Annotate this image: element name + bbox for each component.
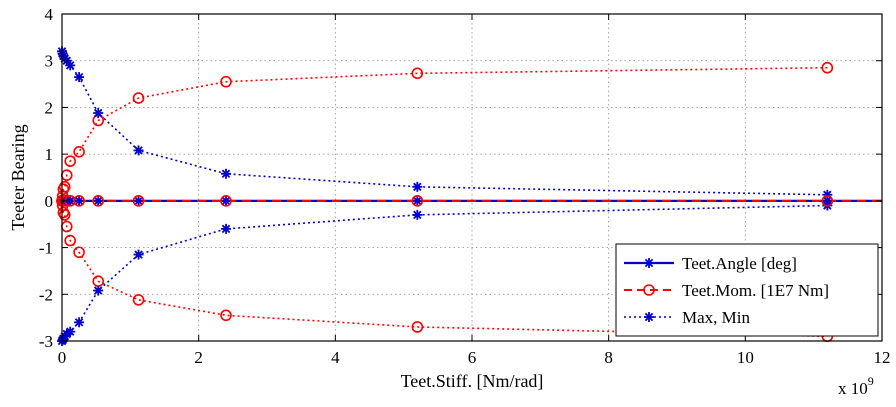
x-axis-label: Teet.Stiff. [Nm/rad] — [401, 371, 544, 391]
y-tick-label: 0 — [45, 192, 54, 211]
x-tick-label: 4 — [331, 348, 340, 367]
teet-mom-upper-marker — [411, 67, 424, 80]
legend-label: Teet.Angle [deg] — [682, 254, 797, 273]
teet-mom-lower-marker — [220, 309, 232, 322]
teet-mom-lower-line — [61, 200, 828, 338]
y-tick-label: 1 — [45, 145, 54, 164]
x-axis-multiplier-exponent: 9 — [868, 374, 874, 388]
min-marker — [74, 317, 85, 328]
x-axis-multiplier: x 109 — [838, 374, 874, 398]
teet-mom-upper-marker — [73, 146, 85, 158]
x-tick-label: 6 — [468, 348, 477, 367]
y-tick-label: 3 — [45, 52, 54, 71]
max-marker — [93, 108, 104, 119]
teet-angle-marker — [133, 195, 144, 206]
x-tick-label: 10 — [737, 348, 754, 367]
y-tick-label: 4 — [45, 5, 54, 24]
max-marker — [65, 60, 76, 71]
max-marker — [133, 145, 144, 156]
legend-entries: Teet.Angle [deg] Teet.Mom. [1E7 Nm] Max, M… — [624, 254, 829, 327]
min-marker — [65, 326, 76, 337]
x-tick-label: 8 — [604, 348, 613, 367]
y-axis-label: Teeter Bearing — [8, 124, 28, 230]
legend-label: Teet.Mom. [1E7 Nm] — [682, 281, 829, 300]
max-line — [61, 51, 828, 196]
teet-angle-marker — [221, 195, 231, 206]
teet-mom-marker — [92, 195, 105, 207]
max-marker — [221, 168, 231, 179]
teet-mom-lower-marker — [73, 246, 85, 259]
y-tick-label: 2 — [45, 98, 54, 117]
teet-mom-marker — [411, 195, 424, 207]
y-tick-label: -2 — [39, 285, 53, 304]
x-tick-label: 2 — [194, 348, 203, 367]
legend-marker — [644, 258, 654, 268]
teet-mom-marker — [132, 195, 145, 207]
teet-mom-marker — [821, 195, 834, 207]
teet-mom-upper-line — [61, 66, 828, 201]
teet-mom-upper-marker — [132, 92, 145, 104]
x-axis-multiplier-base: x 10 — [838, 379, 868, 398]
legend: Teet.Angle [deg] Teet.Mom. [1E7 Nm] Max, M… — [615, 243, 879, 337]
teet-mom-lower-marker — [64, 234, 76, 247]
y-tick-label: -3 — [39, 332, 53, 351]
legend-marker — [644, 312, 654, 322]
min-marker — [93, 285, 104, 296]
max-marker — [412, 181, 423, 192]
y-tick-label: -1 — [39, 239, 53, 258]
teet-mom-marker — [73, 195, 85, 207]
teet-angle-marker — [412, 195, 423, 206]
teet-mom-lower-marker — [58, 209, 71, 221]
teet-mom-upper-marker — [58, 181, 71, 193]
min-marker — [412, 209, 423, 220]
teet-angle-marker — [93, 195, 104, 206]
teet-mom-lower-marker — [132, 294, 145, 306]
max-marker — [74, 72, 85, 83]
teet-mom-upper-marker — [220, 75, 232, 88]
legend-marker — [643, 284, 655, 296]
min-marker — [221, 223, 231, 234]
legend-box — [615, 243, 879, 337]
teet-angle-marker — [822, 195, 833, 206]
min-marker — [133, 249, 144, 260]
teet-mom-marker — [220, 195, 232, 207]
teet-mom-upper-marker — [821, 61, 834, 74]
teet-mom-upper-marker — [64, 155, 76, 167]
x-tick-label: 0 — [58, 348, 67, 367]
x-tick-label: 12 — [874, 348, 891, 367]
teet-mom-lower-marker — [411, 321, 424, 333]
legend-label: Max, Min — [682, 308, 751, 327]
teet-angle-marker — [74, 195, 85, 206]
